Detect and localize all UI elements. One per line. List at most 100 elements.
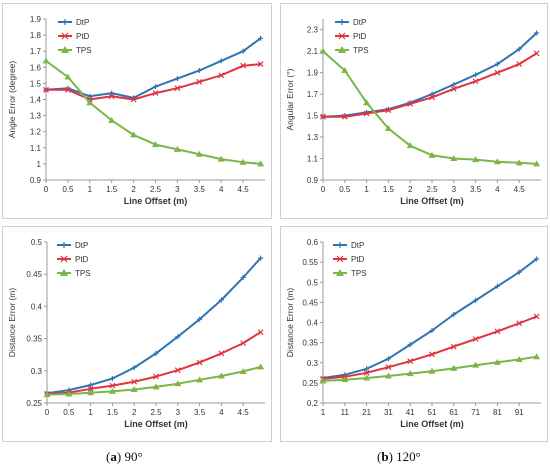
data-point-ptd: [363, 110, 370, 117]
legend-label: DtP: [353, 18, 366, 27]
data-point-tps: [65, 390, 73, 397]
caption-b: (b) 120°: [377, 449, 421, 464]
data-point-tps: [86, 99, 94, 106]
x-axis-title: Line Offset (m): [124, 419, 188, 429]
data-point-tps: [43, 391, 51, 398]
x-tick-label: 2.5: [150, 185, 162, 194]
data-point-ptd: [341, 113, 348, 120]
y-tick-label: 0.25: [302, 379, 318, 388]
legend-marker-ptd: [61, 32, 69, 40]
x-tick-label: 3.5: [470, 185, 482, 194]
data-point-tps: [341, 376, 349, 383]
data-point-ptd: [429, 94, 435, 101]
data-point-ptd: [153, 373, 159, 380]
legend-label: PtD: [353, 32, 367, 41]
data-point-ptd: [109, 382, 116, 389]
data-point-tps: [195, 150, 203, 157]
data-point-ptd: [218, 72, 225, 79]
data-point-tps: [87, 389, 95, 396]
caption-a: (a) 90°: [106, 449, 143, 464]
y-tick-label: 1.9: [307, 69, 319, 78]
data-point-tps: [239, 367, 247, 374]
x-tick-label: 3.5: [194, 408, 206, 417]
x-axis-title: Line Offset (m): [124, 196, 188, 206]
data-point-tps: [217, 372, 225, 379]
x-tick-label: 1: [364, 185, 369, 194]
data-point-tps: [384, 372, 392, 379]
x-tick-label: 31: [384, 408, 393, 417]
data-point-ptd: [385, 107, 392, 114]
legend-label: TPS: [351, 269, 367, 278]
data-point-tps: [428, 367, 436, 374]
x-tick-label: 2: [132, 408, 137, 417]
y-tick-label: 0.55: [302, 258, 318, 267]
y-tick-label: 0.3: [31, 367, 43, 376]
data-point-ptd: [218, 350, 225, 357]
y-axis-title: Angular Error (°): [285, 68, 295, 130]
x-tick-label: 1.5: [106, 185, 118, 194]
legend-marker-ptd: [60, 255, 68, 263]
data-point-ptd: [87, 385, 94, 392]
data-point-tps: [533, 353, 541, 360]
x-tick-label: 41: [406, 408, 415, 417]
x-tick-label: 0.5: [339, 185, 351, 194]
x-tick-label: 3: [175, 185, 180, 194]
data-point-tps: [217, 155, 225, 162]
y-tick-label: 1.7: [307, 90, 319, 99]
data-point-tps: [196, 376, 204, 383]
data-point-ptd: [196, 78, 203, 85]
data-point-tps: [363, 99, 371, 106]
y-tick-label: 0.25: [26, 399, 42, 408]
data-point-tps: [472, 156, 480, 163]
x-tick-label: 21: [362, 408, 371, 417]
x-tick-label: 2.5: [426, 185, 438, 194]
legend-label: PtD: [75, 255, 89, 264]
legend-marker-tps: [336, 269, 344, 276]
chart-distance-error-120: 0.2 0.25 0.3 0.35 0.4 0.45 0.5 0.55 0.6 1 11 21 31 41…: [280, 226, 548, 442]
x-tick-label: 0: [321, 185, 326, 194]
chart-svg: 0.25 0.3 0.35 0.4 0.45 0.5 0 0.5 1 1.5 2 2.5 3 3.5 4 4.…: [7, 238, 265, 429]
y-tick-label: 0.6: [307, 238, 319, 247]
x-tick-label: 1: [88, 408, 93, 417]
data-point-tps: [341, 67, 349, 74]
chart-svg: 0.9 1 1.1 1.2 1.3 1.4 1.5 1.6 1.7 1.8 1.9 0 0.5 1 1.5 2…: [7, 15, 265, 206]
y-tick-label: 0.3: [307, 359, 319, 368]
data-point-ptd: [516, 61, 523, 68]
data-point-tps: [493, 158, 501, 165]
x-tick-label: 1.5: [107, 408, 119, 417]
data-point-ptd: [533, 50, 540, 57]
data-point-tps: [239, 158, 247, 165]
y-tick-label: 0.35: [302, 339, 318, 348]
legend-label: TPS: [353, 46, 369, 55]
series-line-ptd: [46, 331, 262, 395]
y-tick-label: 1.2: [30, 128, 42, 137]
y-tick-label: 1.6: [30, 63, 42, 72]
data-point-tps: [257, 160, 265, 167]
y-tick-label: 0.35: [26, 335, 42, 344]
y-tick-label: 0.5: [31, 238, 43, 247]
y-tick-label: 1.1: [307, 155, 319, 164]
y-tick-label: 1.5: [30, 79, 42, 88]
x-tick-label: 1: [88, 185, 93, 194]
x-tick-label: 3.5: [194, 185, 206, 194]
data-point-tps: [472, 361, 480, 368]
legend-label: DtP: [75, 241, 88, 250]
data-point-tps: [319, 377, 327, 384]
chart-angular-error-120: 0.9 1.1 1.3 1.5 1.7 1.9 2.1 2.3 0 0.5 1 1.5 2 2.5 3 3.5…: [280, 3, 548, 219]
data-point-tps: [173, 145, 181, 152]
series-line-tps: [322, 355, 537, 382]
data-point-ptd: [407, 100, 414, 107]
data-point-tps: [450, 364, 458, 371]
series-line-tps: [322, 50, 537, 165]
data-point-tps: [64, 73, 72, 80]
y-tick-label: 0.45: [26, 270, 42, 279]
legend-marker-tps: [60, 269, 68, 276]
data-point-tps: [363, 374, 371, 381]
y-tick-label: 0.9: [307, 176, 319, 185]
data-point-tps: [450, 155, 458, 162]
x-tick-label: 4.5: [514, 185, 526, 194]
data-point-tps: [406, 142, 414, 149]
x-tick-label: 0: [44, 185, 49, 194]
x-tick-label: 51: [428, 408, 437, 417]
x-tick-label: 4.5: [238, 408, 250, 417]
